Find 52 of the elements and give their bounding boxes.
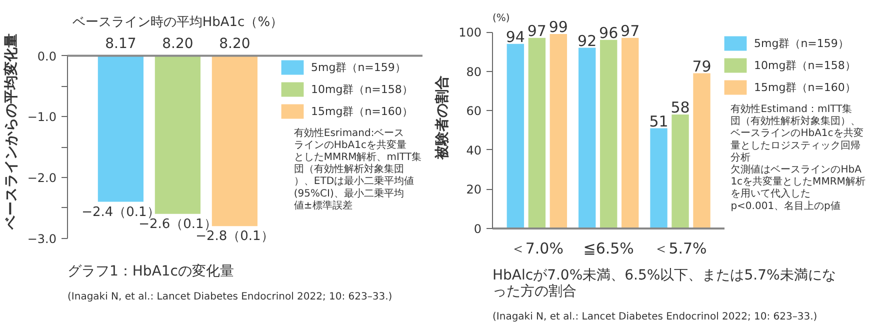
text: 8.20 — [162, 36, 194, 52]
text: (Inagaki N, et al.: Lancet Diabetes Endocrinol 2022; 10: 623–33.) — [68, 292, 392, 302]
y-tick-label: 60 — [466, 104, 482, 118]
text: 有効性Estimand：mITT集団（有効性解析対象集団）、ベースラインのHbA1cを共変量としたロジスティック回帰分析 — [730, 103, 864, 164]
bar — [672, 114, 689, 228]
legend-label: 15mg群（n=160） — [754, 80, 856, 94]
data-label: −2.8（0.1） — [196, 229, 274, 244]
data-label: 92 — [578, 32, 597, 50]
legend-label: 15mg群（n=160） — [311, 104, 413, 118]
legend-label: 10mg群（n=158） — [754, 58, 856, 72]
bar — [578, 48, 596, 228]
data-label: 79 — [692, 57, 712, 76]
bar — [550, 34, 568, 228]
y-tick-label: −1.0 — [27, 110, 56, 124]
legend-label: 10mg群（n=158） — [311, 82, 413, 96]
text: グラフ1：HbA1cの変化量 — [68, 264, 234, 280]
text: 8.17 — [105, 36, 136, 52]
text: (%) — [492, 13, 510, 24]
text: ベースライン時の平均HbA1c（%） — [72, 14, 284, 30]
text: HbAlcが7.0%未満、6.5%以下、または5.7%未満になった方の割合 — [492, 268, 836, 300]
bar — [600, 40, 618, 228]
bar — [650, 128, 668, 228]
bar — [622, 38, 639, 228]
legend-label: 5mg群（n=159） — [754, 36, 849, 50]
data-label: 97 — [620, 22, 640, 40]
y-axis-title: ベースラインからの平均変化量 — [2, 34, 20, 230]
data-label: 97 — [527, 22, 546, 40]
y-tick-label: −3.0 — [27, 232, 56, 246]
text: p<0.001、名目上のp値 — [730, 200, 840, 212]
bar — [506, 44, 524, 228]
y-axis-title: 被験者の割合 — [434, 76, 451, 160]
bar — [693, 73, 710, 228]
data-label: 96 — [599, 24, 618, 42]
annotation: 有効性Esrimand:ベースラインのHbA1cを共変量としたMMRM解析、mITT集団（有効性解析対象集団）、ETDは最小二乗平均値(95%CI)、最小二乗平均値±標準誤差 — [294, 126, 422, 212]
text: (Inagaki N, et al.: Lancet Diabetes Endocrinol 2022; 10: 623–33.) — [492, 312, 818, 322]
y-tick-label: 100 — [458, 26, 482, 40]
bar — [528, 38, 546, 228]
y-tick-label: 80 — [466, 64, 482, 79]
data-label: 94 — [506, 28, 525, 46]
data-label: 99 — [548, 18, 568, 36]
x-tick-label: ＜5.7% — [654, 240, 707, 258]
y-tick-label: 0 — [474, 222, 482, 236]
y-tick-label: 40 — [466, 143, 482, 158]
data-label: 51 — [649, 112, 668, 130]
text: 8.20 — [219, 36, 250, 52]
legend-label: 5mg群（n=159） — [311, 60, 406, 74]
data-label: 58 — [670, 98, 690, 117]
y-tick-label: −2.0 — [27, 170, 56, 185]
y-tick-label: 20 — [466, 182, 482, 197]
y-tick-label: 0.0 — [37, 49, 57, 64]
x-tick-label: ≦6.5% — [583, 240, 634, 258]
x-tick-label: ＜7.0% — [510, 240, 564, 258]
